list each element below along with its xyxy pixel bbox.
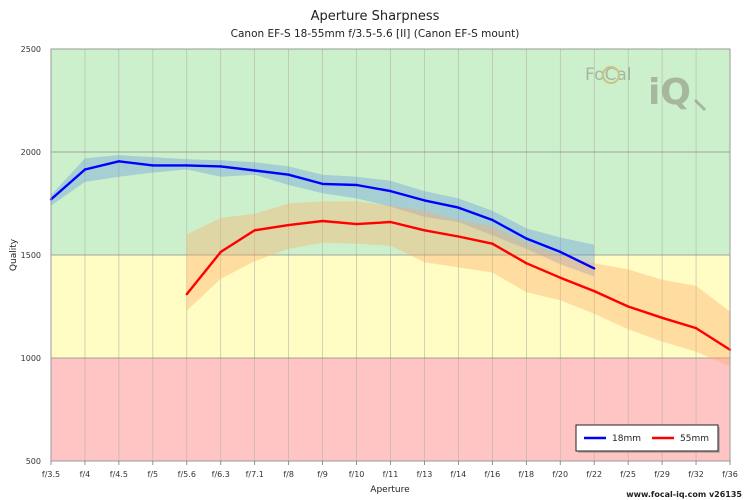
y-tick-label: 2000 [21,148,41,157]
x-tick-label: f/13 [417,470,433,479]
x-tick-label: f/20 [552,470,568,479]
grid-lines [50,48,731,462]
data-point-18mm [151,164,155,167]
data-point-18mm [185,164,188,167]
y-axis-ticks: 500 1000 1500 2000 2500 [21,45,41,466]
x-tick-label: f/6.3 [212,470,230,479]
x-tick-label: f/4 [80,470,91,479]
x-tick-label: f/36 [722,470,738,479]
data-point-18mm [253,169,256,172]
data-point-55mm [185,292,188,296]
data-point-55mm [389,220,392,224]
x-axis-label: Aperture [370,485,410,495]
data-point-55mm [660,316,664,320]
data-point-55mm [457,235,460,238]
legend-label-55mm: 55mm [680,434,709,444]
series-lines [49,160,732,351]
data-point-18mm [355,183,358,187]
band-55mm [186,201,731,367]
legend: 18mm 55mm [575,424,720,453]
y-tick-label: 500 [26,457,41,466]
chart-title: Aperture Sharpness [311,9,440,24]
x-tick-label: f/5.6 [178,470,196,479]
y-axis-label: Quality [9,238,19,271]
x-tick-label: f/3.5 [42,470,60,479]
data-point-18mm [559,250,562,254]
data-point-55mm [593,289,596,293]
data-point-55mm [491,242,494,245]
data-point-55mm [626,305,630,308]
data-point-55mm [423,229,426,232]
x-tick-label: f/32 [688,470,704,479]
data-point-55mm [253,229,256,232]
logo-iq-text: iQ [648,72,691,113]
data-point-18mm [491,218,494,222]
data-point-18mm [389,189,392,193]
legend-label-18mm: 18mm [612,434,641,444]
band-18mm [51,155,595,277]
logo-focal-text: FoCal [585,65,632,85]
x-tick-label: f/10 [349,470,365,479]
data-point-18mm [593,267,596,270]
x-tick-label: f/29 [654,470,670,479]
y-tick-label: 1000 [21,354,41,363]
data-point-55mm [694,326,698,330]
focal-iq-logo: FoCal iQ [585,65,707,113]
data-point-55mm [525,262,528,265]
data-point-18mm [117,160,121,163]
data-point-55mm [321,219,324,223]
x-axis-ticks: f/3.5 f/4 f/4.5 f/5 f/5.6 f/6.3 f/7.1 f/8 f/9 f/1… [42,461,738,479]
x-tick-label: f/22 [586,470,602,479]
data-point-18mm [83,168,87,171]
x-tick-label: f/7.1 [246,470,264,479]
data-point-18mm [525,237,528,240]
data-point-18mm [219,165,222,168]
x-tick-label: f/9 [317,470,328,479]
y-tick-label: 2500 [21,45,41,54]
data-point-55mm [355,222,358,226]
confidence-bands [51,155,731,367]
data-point-18mm [287,173,290,176]
x-tick-label: f/14 [451,470,467,479]
x-tick-label: f/16 [484,470,500,479]
logo-lens-icon [602,66,620,84]
x-tick-label: f/4.5 [110,470,128,479]
y-tick-label: 1500 [21,251,41,260]
data-point-18mm [457,206,460,209]
x-tick-label: f/25 [620,470,636,479]
x-tick-label: f/8 [283,470,294,479]
footer-text: www.focal-iq.com v26135 [626,490,742,499]
data-point-55mm [559,276,562,279]
logo-magnifier-icon [693,98,707,112]
x-tick-label: f/11 [383,470,399,479]
data-point-18mm [321,182,324,186]
chart-subtitle: Canon EF-S 18-55mm f/3.5-5.6 [II] (Canon… [231,28,520,40]
data-point-55mm [219,250,222,254]
data-point-18mm [423,199,426,202]
data-point-55mm [287,223,290,227]
x-tick-label: f/18 [518,470,534,479]
x-tick-label: f/5 [148,470,159,479]
